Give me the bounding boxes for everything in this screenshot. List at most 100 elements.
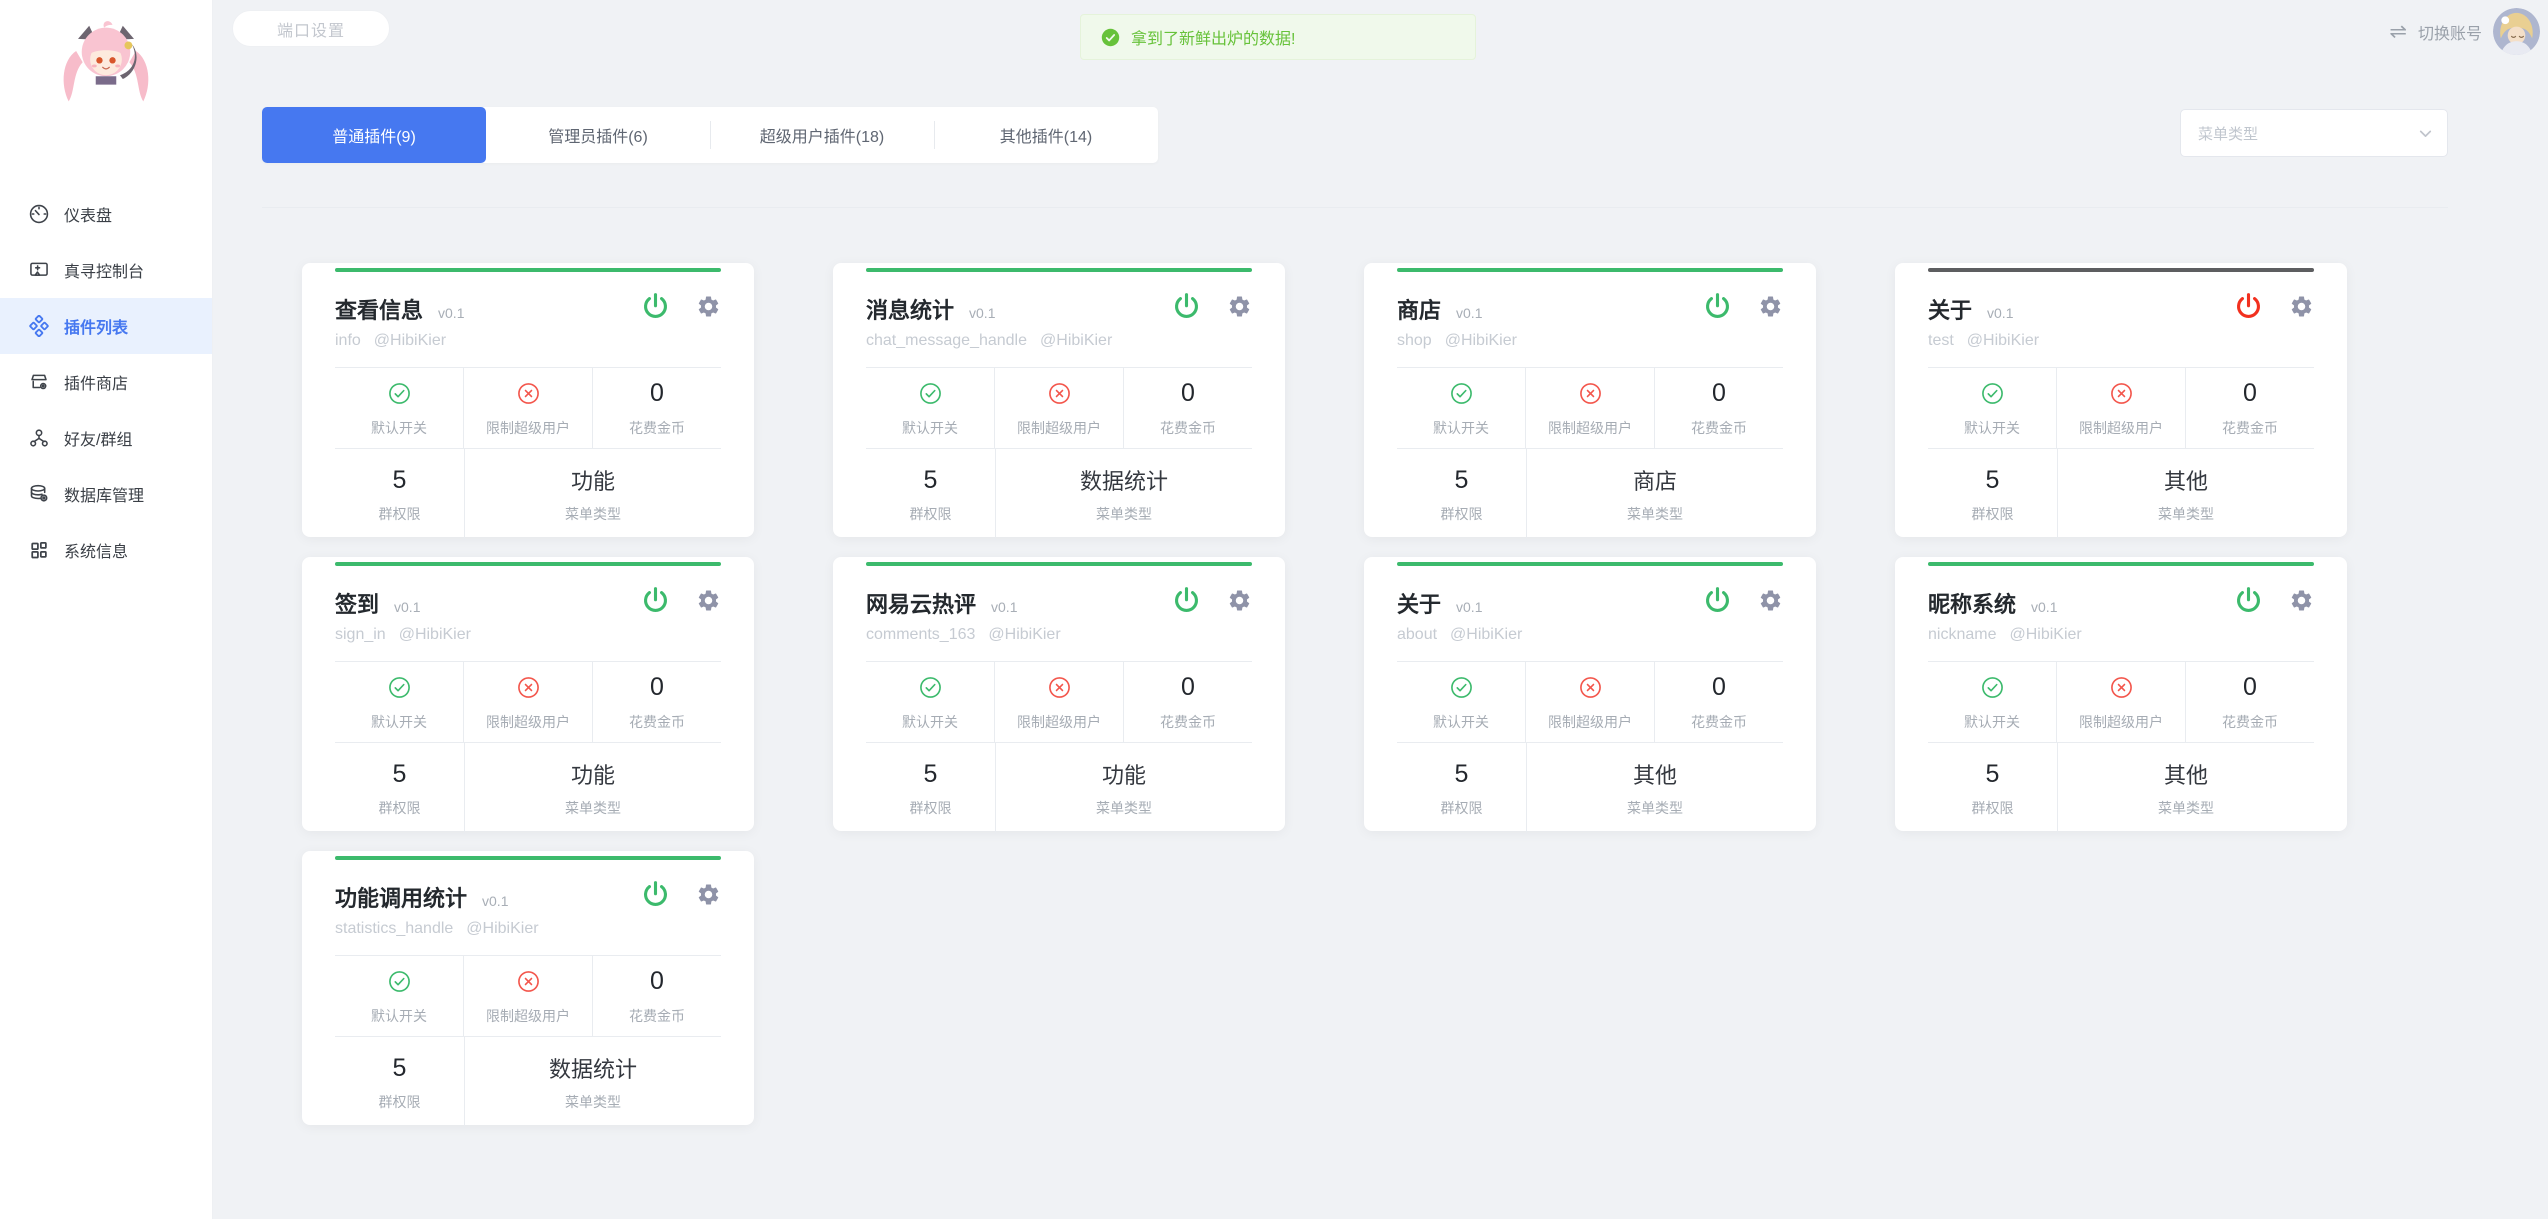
cost-gold-label: 花费金币 bbox=[2222, 418, 2278, 438]
plugin-card: 查看信息 v0.1 info @HibiKier bbox=[302, 263, 754, 537]
plugin-version: v0.1 bbox=[2031, 599, 2057, 615]
cost-gold-value: 0 bbox=[1712, 673, 1726, 703]
sidebar-item-dashboard[interactable]: 仪表盘 bbox=[0, 186, 212, 242]
switch-account-label: 切换账号 bbox=[2418, 20, 2482, 44]
menu-type-value: 其他 bbox=[2164, 759, 2208, 789]
cost-gold-label: 花费金币 bbox=[1691, 418, 1747, 438]
plugin-version: v0.1 bbox=[1456, 305, 1482, 321]
sidebar-item-zhenxun-console[interactable]: 真寻控制台 bbox=[0, 242, 212, 298]
power-toggle-button[interactable] bbox=[640, 879, 671, 910]
plugin-settings-button[interactable] bbox=[696, 882, 721, 907]
plugin-settings-button[interactable] bbox=[1227, 294, 1252, 319]
tab-normal[interactable]: 普通插件(9) bbox=[262, 107, 486, 163]
power-toggle-button[interactable] bbox=[640, 585, 671, 616]
cost-gold-stat: 0 花费金币 bbox=[2185, 368, 2314, 448]
tab-admin[interactable]: 管理员插件(6) bbox=[486, 107, 710, 163]
limit-superuser-stat: 限制超级用户 bbox=[463, 368, 592, 448]
sidebar-item-plugin-store[interactable]: 插件商店 bbox=[0, 354, 212, 410]
plugin-author: @HibiKier bbox=[1967, 332, 2039, 350]
menu-type-stat: 功能 菜单类型 bbox=[464, 743, 721, 834]
power-toggle-button[interactable] bbox=[1702, 291, 1733, 322]
cross-circle-icon bbox=[517, 970, 540, 993]
sidebar-item-database-manage[interactable]: 数据库管理 bbox=[0, 466, 212, 522]
plugin-title: 消息统计 bbox=[866, 293, 954, 325]
tab-superuser[interactable]: 超级用户插件(18) bbox=[710, 107, 934, 163]
sidebar-item-plugin-list[interactable]: 插件列表 bbox=[0, 298, 212, 354]
sidebar-item-system-info[interactable]: 系统信息 bbox=[0, 522, 212, 578]
group-permission-stat: 5 群权限 bbox=[1397, 449, 1526, 540]
user-avatar[interactable] bbox=[2493, 8, 2540, 55]
menu-type-label: 菜单类型 bbox=[565, 504, 621, 524]
check-circle-icon bbox=[388, 382, 411, 405]
sidebar-item-friends-groups[interactable]: 好友/群组 bbox=[0, 410, 212, 466]
plugin-settings-button[interactable] bbox=[1227, 588, 1252, 613]
plugin-module: about bbox=[1397, 626, 1437, 644]
default-switch-label: 默认开关 bbox=[902, 712, 958, 732]
sidebar-item-label: 插件列表 bbox=[64, 314, 128, 338]
tab-label: 管理员插件(6) bbox=[548, 123, 648, 147]
plugin-card: 关于 v0.1 about @HibiKier bbox=[1364, 557, 1816, 831]
limit-superuser-label: 限制超级用户 bbox=[486, 712, 570, 732]
power-toggle-button[interactable] bbox=[1171, 585, 1202, 616]
plugin-version: v0.1 bbox=[1987, 305, 2013, 321]
switch-account-button[interactable]: ⇌ 切换账号 bbox=[2389, 8, 2540, 55]
gear-icon bbox=[696, 588, 721, 613]
cross-circle-icon bbox=[1048, 676, 1071, 699]
menu-type-value: 功能 bbox=[1102, 759, 1146, 789]
sidebar-item-label: 数据库管理 bbox=[64, 482, 144, 506]
port-settings-button[interactable]: 端口设置 bbox=[232, 10, 390, 47]
plugin-author: @HibiKier bbox=[1450, 626, 1522, 644]
cross-circle-icon bbox=[517, 676, 540, 699]
default-switch-label: 默认开关 bbox=[1433, 712, 1489, 732]
default-switch-stat: 默认开关 bbox=[866, 368, 994, 448]
group-permission-stat: 5 群权限 bbox=[335, 743, 464, 834]
limit-superuser-stat: 限制超级用户 bbox=[1525, 368, 1654, 448]
power-toggle-button[interactable] bbox=[2233, 585, 2264, 616]
tab-other[interactable]: 其他插件(14) bbox=[934, 107, 1158, 163]
check-circle-icon bbox=[919, 676, 942, 699]
cost-gold-value: 0 bbox=[1181, 673, 1195, 703]
cross-circle-icon bbox=[1579, 382, 1602, 405]
group-permission-value: 5 bbox=[393, 759, 407, 789]
menu-type-stat: 其他 菜单类型 bbox=[1526, 743, 1783, 834]
store-icon bbox=[28, 371, 50, 393]
plugin-settings-button[interactable] bbox=[1758, 588, 1783, 613]
power-icon bbox=[640, 879, 671, 910]
menu-type-label: 菜单类型 bbox=[2158, 798, 2214, 818]
plugin-settings-button[interactable] bbox=[2289, 588, 2314, 613]
plugin-settings-button[interactable] bbox=[1758, 294, 1783, 319]
plugin-version: v0.1 bbox=[438, 305, 464, 321]
menu-type-stat: 商店 菜单类型 bbox=[1526, 449, 1783, 540]
power-toggle-button[interactable] bbox=[1171, 291, 1202, 322]
limit-superuser-label: 限制超级用户 bbox=[486, 418, 570, 438]
cost-gold-stat: 0 花费金币 bbox=[592, 956, 721, 1036]
plugin-settings-button[interactable] bbox=[2289, 294, 2314, 319]
power-toggle-button[interactable] bbox=[640, 291, 671, 322]
limit-superuser-label: 限制超级用户 bbox=[2079, 712, 2163, 732]
plugin-settings-button[interactable] bbox=[696, 294, 721, 319]
plugin-title: 关于 bbox=[1928, 293, 1972, 325]
power-toggle-button[interactable] bbox=[1702, 585, 1733, 616]
plugin-settings-button[interactable] bbox=[696, 588, 721, 613]
success-check-icon bbox=[1101, 28, 1120, 47]
plugin-module: statistics_handle bbox=[335, 920, 453, 938]
group-permission-label: 群权限 bbox=[1441, 504, 1483, 524]
sidebar-item-label: 真寻控制台 bbox=[64, 258, 144, 282]
plugin-card: 昵称系统 v0.1 nickname @HibiKier bbox=[1895, 557, 2347, 831]
cost-gold-stat: 0 花费金币 bbox=[1654, 662, 1783, 742]
group-permission-stat: 5 群权限 bbox=[335, 449, 464, 540]
power-icon bbox=[1702, 291, 1733, 322]
group-permission-stat: 5 群权限 bbox=[1397, 743, 1526, 834]
sidebar-item-label: 好友/群组 bbox=[64, 426, 132, 450]
chevron-down-icon bbox=[2417, 125, 2434, 142]
plugin-title: 功能调用统计 bbox=[335, 881, 467, 913]
cost-gold-value: 0 bbox=[2243, 379, 2257, 409]
swap-icon: ⇌ bbox=[2389, 21, 2407, 42]
gear-icon bbox=[1758, 588, 1783, 613]
menu-type-select[interactable]: 菜单类型 bbox=[2180, 109, 2448, 157]
group-permission-value: 5 bbox=[924, 465, 938, 495]
default-switch-stat: 默认开关 bbox=[866, 662, 994, 742]
tab-label: 普通插件(9) bbox=[332, 123, 416, 147]
power-toggle-button[interactable] bbox=[2233, 291, 2264, 322]
plugin-version: v0.1 bbox=[1456, 599, 1482, 615]
